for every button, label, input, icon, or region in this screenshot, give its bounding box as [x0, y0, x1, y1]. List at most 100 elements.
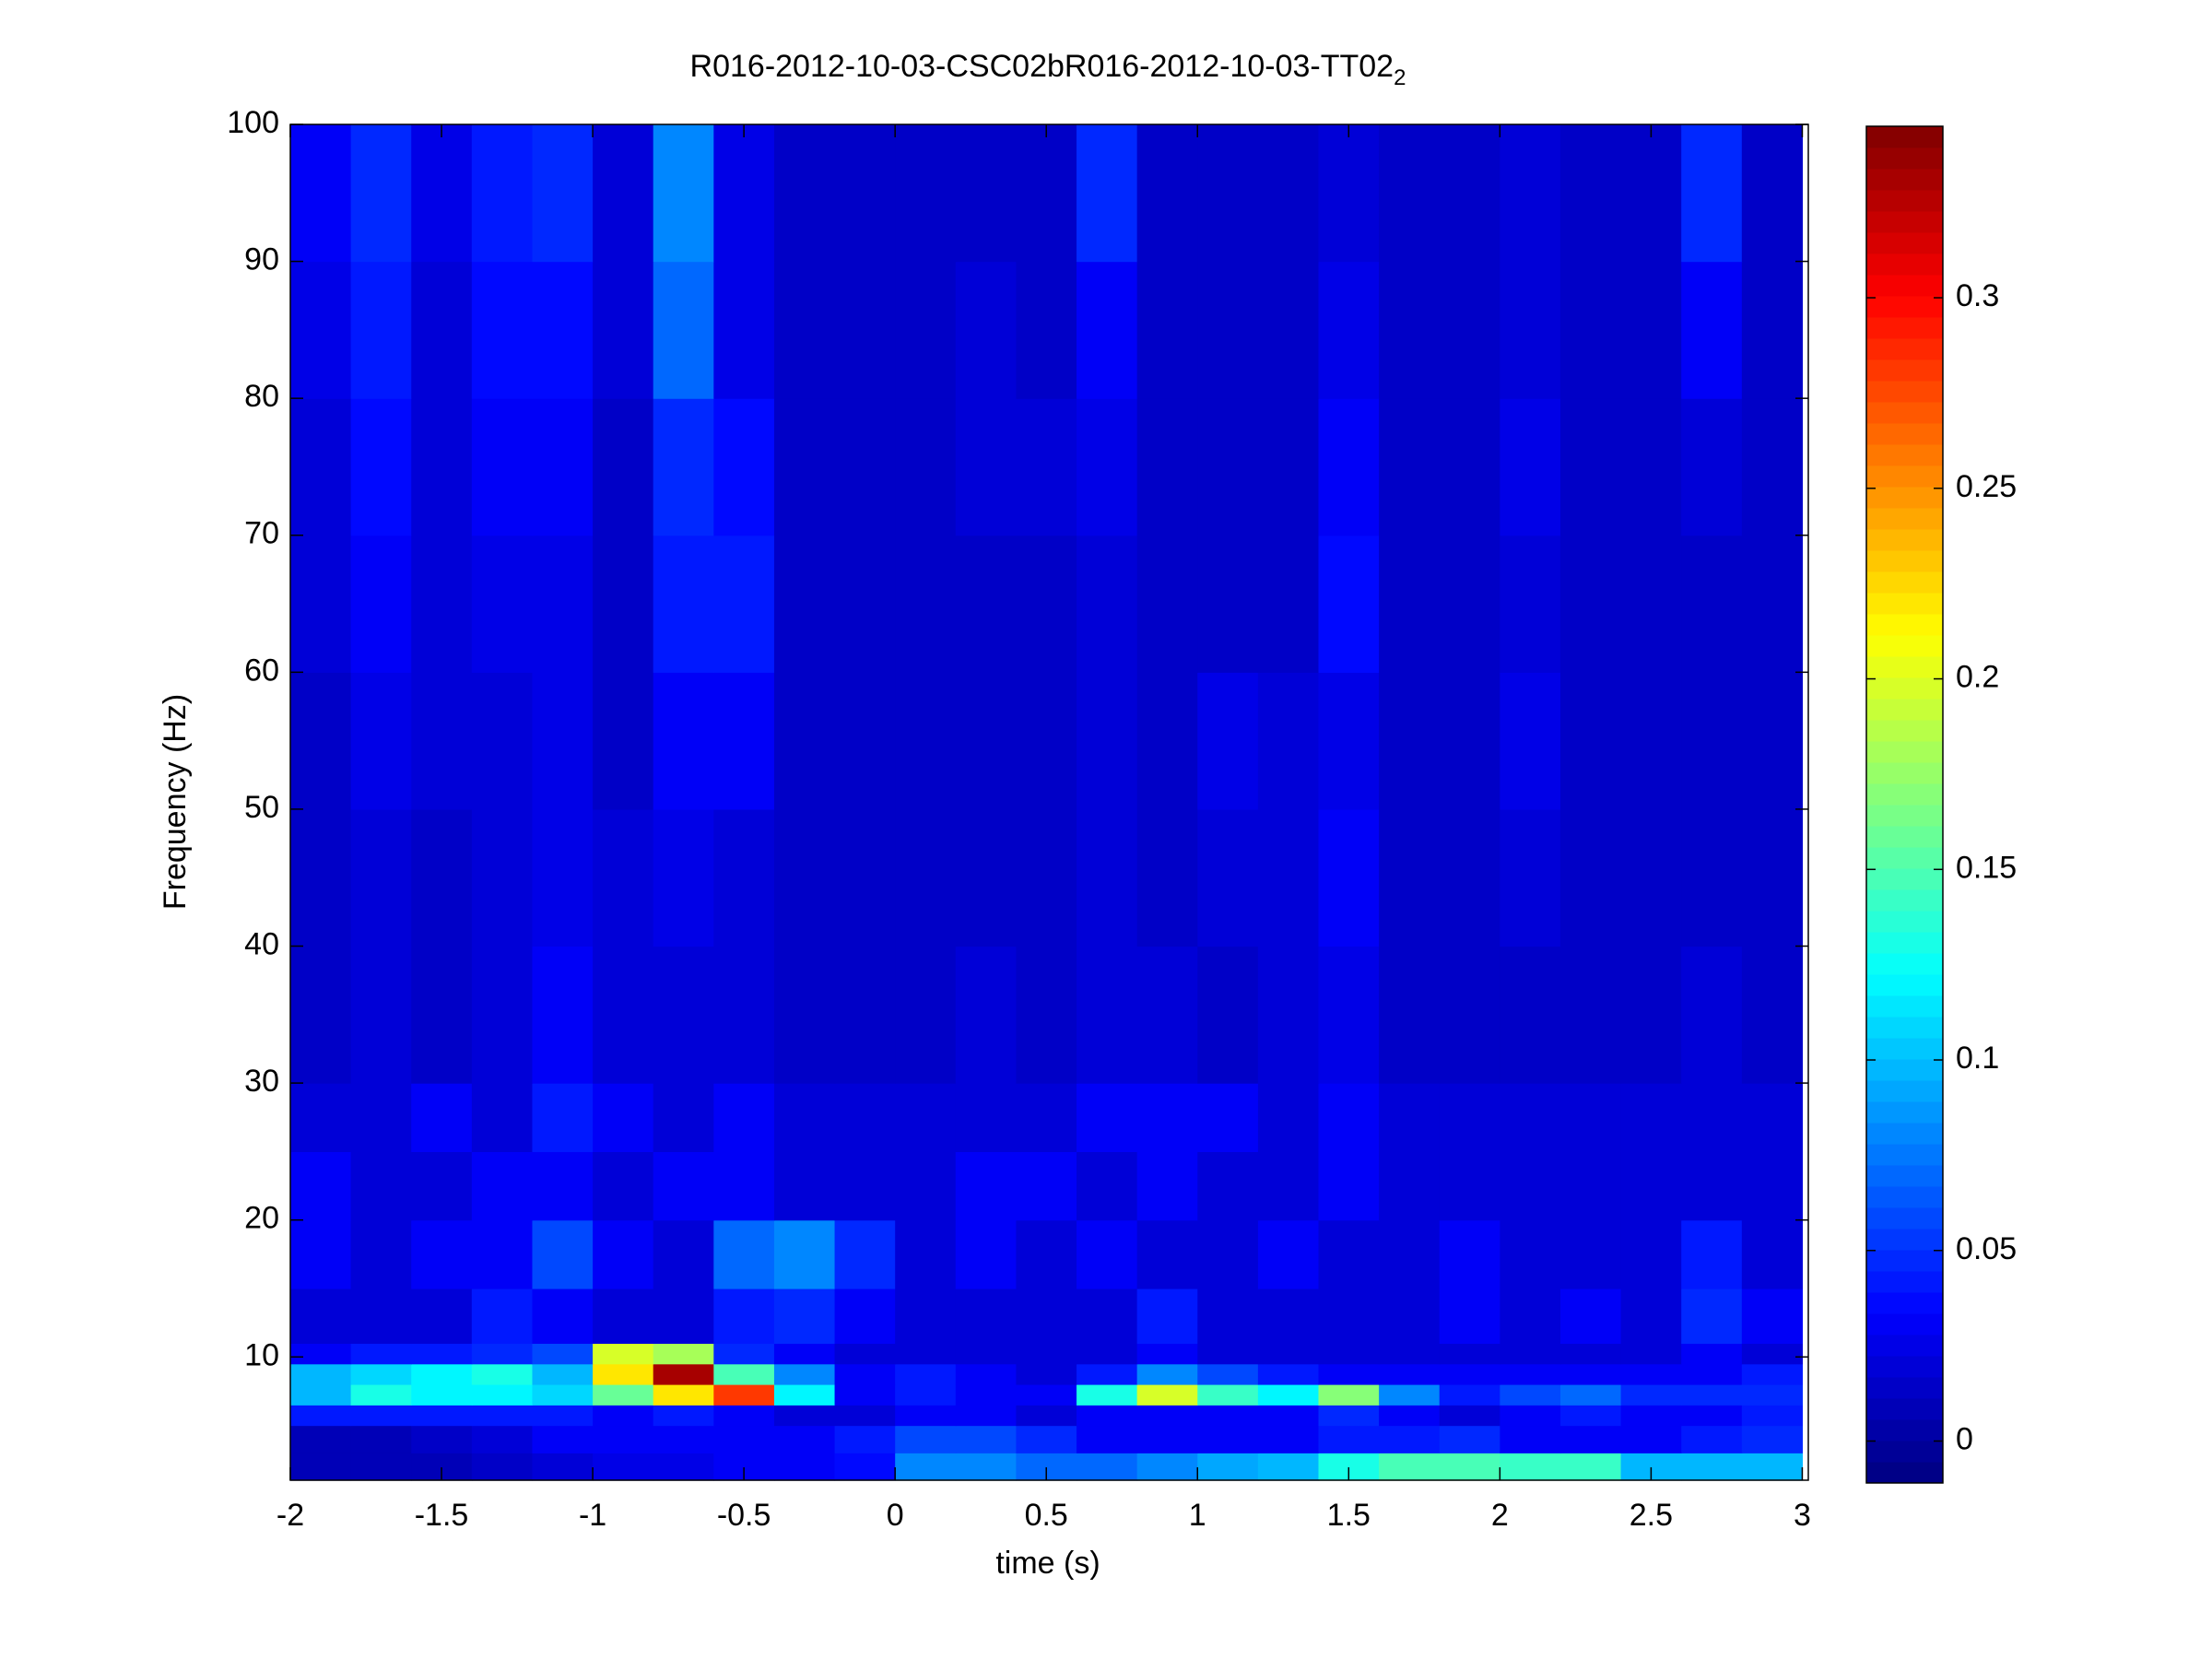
heatmap-cell	[290, 1219, 352, 1289]
heatmap-cell	[1439, 1383, 1500, 1406]
heatmap-cell	[411, 1425, 473, 1453]
heatmap-cell	[471, 261, 534, 399]
heatmap-cell	[532, 398, 594, 536]
heatmap-cell	[1318, 1405, 1380, 1427]
heatmap-cell	[532, 1453, 594, 1481]
colorbar-step	[1866, 275, 1943, 297]
heatmap-cell	[593, 672, 654, 810]
heatmap-cell	[653, 398, 714, 536]
heatmap-cell	[1559, 672, 1622, 810]
heatmap-cell	[713, 535, 775, 673]
colorbar-step	[1866, 1186, 1943, 1208]
heatmap-cell	[1681, 124, 1743, 263]
heatmap-cell	[895, 1453, 957, 1481]
colorbar-step	[1866, 1144, 1943, 1166]
heatmap-cell	[1136, 1343, 1198, 1365]
heatmap-cell	[834, 672, 896, 810]
heatmap-cell	[1257, 946, 1320, 1084]
heatmap-cell	[290, 1383, 352, 1406]
heatmap-cell	[1681, 1151, 1743, 1221]
heatmap-cell	[1559, 1083, 1622, 1152]
heatmap-cell	[834, 946, 896, 1084]
heatmap-cell	[1559, 808, 1622, 947]
colorbar-tick-label: 0.05	[1956, 1231, 2017, 1266]
heatmap-cell	[593, 261, 654, 399]
heatmap-cell	[653, 1453, 714, 1481]
heatmap-cell	[1197, 946, 1259, 1084]
heatmap-cell	[350, 1453, 412, 1481]
heatmap	[290, 124, 1804, 1481]
heatmap-cell	[532, 1083, 594, 1152]
heatmap-cell	[1439, 1151, 1500, 1221]
colorbar-step	[1866, 423, 1943, 445]
heatmap-cell	[895, 1219, 957, 1289]
heatmap-cell	[1439, 1219, 1500, 1289]
heatmap-cell	[411, 672, 473, 810]
heatmap-cell	[1257, 1453, 1320, 1481]
colorbar-tick-label: 0.3	[1956, 278, 1999, 313]
heatmap-cell	[773, 946, 836, 1084]
heatmap-cell	[532, 261, 594, 399]
colorbar-step	[1866, 232, 1943, 254]
colorbar-step	[1866, 169, 1943, 191]
heatmap-cell	[1439, 672, 1500, 810]
heatmap-cell	[1136, 1151, 1198, 1221]
heatmap-cell	[593, 535, 654, 673]
heatmap-cell	[350, 261, 412, 399]
heatmap-cell	[532, 1363, 594, 1385]
heatmap-cell	[773, 1288, 836, 1345]
heatmap-cell	[653, 1363, 714, 1385]
heatmap-cell	[1016, 535, 1077, 673]
heatmap-cell	[955, 808, 1018, 947]
colorbar-step	[1866, 1165, 1943, 1187]
heatmap-cell	[532, 1151, 594, 1221]
colorbar-step	[1866, 1419, 1943, 1441]
heatmap-cell	[290, 124, 352, 263]
heatmap-cell	[773, 261, 836, 399]
y-tick-label: 20	[244, 1201, 279, 1236]
heatmap-cell	[1379, 398, 1441, 536]
heatmap-cell	[1620, 1425, 1682, 1453]
heatmap-cell	[350, 398, 412, 536]
heatmap-cell	[411, 535, 473, 673]
heatmap-cell	[1016, 1425, 1077, 1453]
heatmap-cell	[1741, 1425, 1804, 1453]
x-tick-label: 2.5	[1630, 1498, 1673, 1533]
heatmap-cell	[350, 1343, 412, 1365]
heatmap-cell	[290, 946, 352, 1084]
heatmap-cell	[834, 124, 896, 263]
colorbar-step	[1866, 147, 1943, 170]
title-subscript: 2	[1394, 65, 1406, 90]
heatmap-cell	[1439, 124, 1500, 263]
heatmap-cell	[1379, 1219, 1441, 1289]
heatmap-cell	[1257, 535, 1320, 673]
heatmap-cell	[653, 1288, 714, 1345]
heatmap-cell	[593, 1288, 654, 1345]
heatmap-cell	[1077, 398, 1138, 536]
heatmap-cell	[1379, 1383, 1441, 1406]
heatmap-cell	[471, 1383, 534, 1406]
heatmap-cell	[1500, 1405, 1561, 1427]
colorbar-step	[1866, 847, 1943, 869]
colorbar-step	[1866, 381, 1943, 403]
heatmap-cell	[411, 1219, 473, 1289]
heatmap-cell	[1559, 1405, 1622, 1427]
heatmap-cell	[1741, 1405, 1804, 1427]
heatmap-cell	[1318, 1363, 1380, 1385]
x-tick-label: -1.5	[415, 1498, 469, 1533]
heatmap-cell	[411, 808, 473, 947]
heatmap-cell	[1681, 1425, 1743, 1453]
heatmap-cell	[1136, 535, 1198, 673]
x-tick-label: 1	[1189, 1498, 1206, 1533]
heatmap-cell	[955, 1151, 1018, 1221]
heatmap-cell	[773, 1383, 836, 1406]
heatmap-cell	[713, 946, 775, 1084]
heatmap-cell	[773, 1453, 836, 1481]
heatmap-cell	[1379, 1405, 1441, 1427]
heatmap-cell	[1439, 1288, 1500, 1345]
colorbar-tick-label: 0.15	[1956, 850, 2017, 885]
colorbar-step	[1866, 126, 1943, 148]
heatmap-cell	[895, 1288, 957, 1345]
heatmap-cell	[1681, 1219, 1743, 1289]
heatmap-cell	[1257, 1425, 1320, 1453]
